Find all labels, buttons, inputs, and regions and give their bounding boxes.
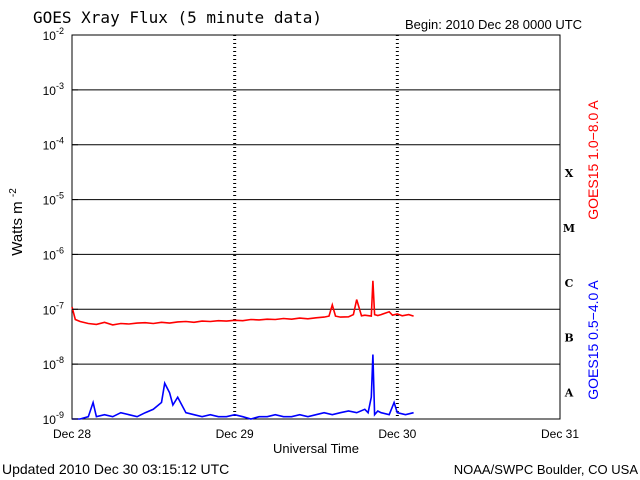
y-tick-label: 10-5: [43, 191, 64, 208]
y-axis-label-sup: -2: [8, 188, 19, 197]
y-tick-base: 10: [43, 358, 57, 372]
flare-class-x: X: [565, 167, 574, 180]
x-tick-labels: Dec 28 Dec 29 Dec 30 Dec 31: [53, 427, 579, 441]
credit-label: NOAA/SWPC Boulder, CO USA: [454, 462, 639, 477]
flare-class-a: A: [564, 387, 574, 400]
y-axis-label: Watts m -2: [8, 188, 26, 256]
plot-area: [71, 34, 561, 420]
y-tick-exponent: -6: [56, 245, 64, 255]
y-tick-label: 10-2: [43, 26, 64, 43]
begin-label: Begin: 2010 Dec 28 0000 UTC: [405, 17, 582, 32]
y-tick-label: 10-7: [43, 300, 64, 317]
data-series: [71, 280, 414, 420]
y-tick-exponent: -3: [56, 81, 64, 91]
x-tick-label: Dec 31: [541, 427, 579, 441]
x-tick-label: Dec 30: [378, 427, 416, 441]
y-tick-base: 10: [43, 413, 57, 427]
x-axis-label: Universal Time: [273, 441, 359, 456]
vertical-day-lines: [233, 35, 399, 419]
y-tick-exponent: -2: [56, 26, 64, 36]
flare-class-labels: X M C B A: [563, 167, 575, 399]
legend-series-short: GOES15 0.5−4.0 A: [585, 280, 601, 400]
chart-title: GOES Xray Flux (5 minute data): [33, 8, 322, 27]
y-tick-exponent: -7: [56, 300, 64, 310]
horizontal-gridlines: [72, 89, 560, 365]
plot-frame: [71, 34, 561, 420]
y-tick-label: 10-4: [43, 136, 64, 153]
y-axis-label-text: Watts m: [9, 201, 26, 255]
y-tick-exponent: -8: [56, 355, 64, 365]
y-tick-exponent: -4: [56, 136, 64, 146]
y-tick-label: 10-9: [43, 410, 64, 427]
y-tick-exponent: -5: [56, 191, 64, 201]
y-tick-exponent: -9: [56, 410, 64, 420]
updated-timestamp: Updated 2010 Dec 30 03:15:12 UTC: [2, 461, 229, 477]
x-tick-label: Dec 28: [53, 427, 91, 441]
y-tick-base: 10: [43, 194, 57, 208]
x-tick-label: Dec 29: [216, 427, 254, 441]
y-tick-base: 10: [43, 139, 57, 153]
y-tick-base: 10: [43, 303, 57, 317]
y-tick-label: 10-6: [43, 245, 64, 262]
y-tick-base: 10: [43, 248, 57, 262]
flare-class-c: C: [565, 277, 574, 290]
legend-series-long: GOES15 1.0−8.0 A: [585, 100, 601, 220]
y-tick-base: 10: [43, 84, 57, 98]
y-tick-base: 10: [43, 29, 57, 43]
flare-class-m: M: [563, 222, 575, 235]
y-tick-label: 10-3: [43, 81, 64, 98]
y-tick-labels: 10-210-310-410-510-610-710-810-9: [43, 26, 78, 427]
y-tick-label: 10-8: [43, 355, 64, 372]
flare-class-b: B: [564, 332, 573, 345]
series-line-1: [72, 354, 414, 420]
series-line-0: [71, 280, 414, 326]
